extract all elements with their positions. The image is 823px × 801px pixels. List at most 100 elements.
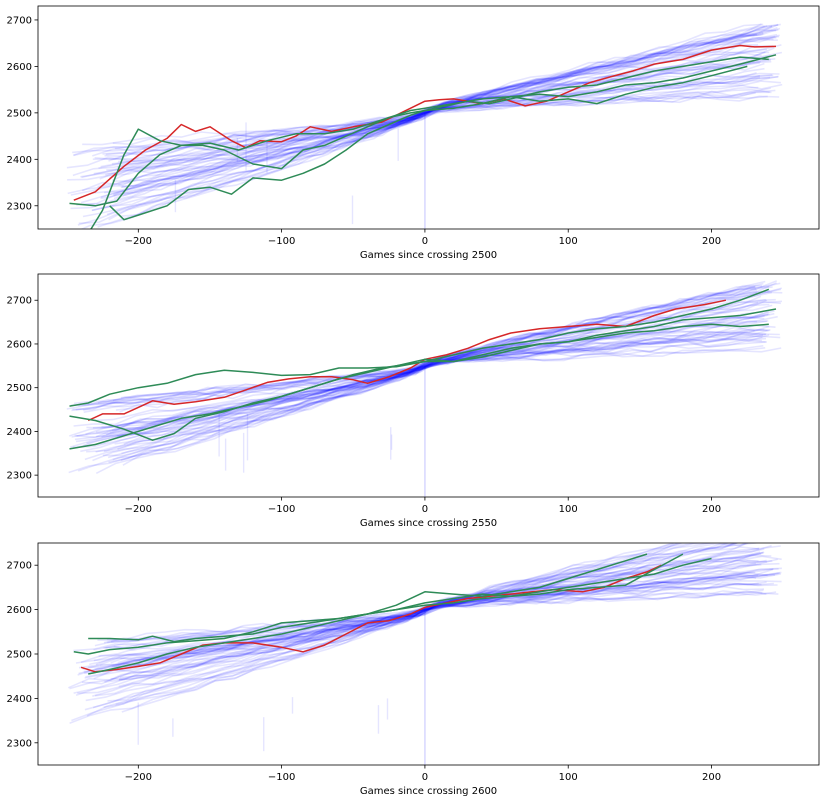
background-trajectory [111,80,781,165]
background-trajectory [94,572,779,647]
series-line-green-c [90,56,769,229]
background-trajectory [96,320,758,438]
background-trajectory [80,35,776,204]
y-tick-label: 2700 [7,296,32,307]
background-trajectory [117,581,767,664]
background-trajectory [85,544,772,678]
background-trajectory [77,543,715,694]
background-trajectory [82,72,757,146]
background-trajectory [70,25,773,210]
background-trajectory [83,282,764,411]
series-line-green-b [109,65,748,221]
background-trajectory [98,59,771,169]
background-trajectory [111,548,765,668]
background-trajectory [72,326,755,411]
background-trajectory [93,558,778,680]
x-tick-label: −100 [268,504,295,515]
subplot-2600: −200 −100 0 100 200 2300 2400 2500 2600 2700 Games… [7,542,820,797]
background-trajectory [118,551,761,681]
background-trajectory [97,574,776,642]
background-trajectory [112,29,777,183]
background-trajectory [73,543,676,652]
x-tick-label: −200 [125,504,152,515]
background-trajectory [83,547,760,673]
background-trajectory [73,51,762,156]
background-trajectory [75,291,758,411]
background-trajectory [67,33,758,195]
background-trajectory [108,56,771,221]
background-trajectory [104,23,764,194]
series-line-green-a [69,54,777,207]
x-tick-label: −100 [268,236,295,247]
y-tick-label: 2400 [7,155,32,166]
background-trajectory [80,345,764,453]
y-tick-label: 2300 [7,201,32,212]
background-trajectory [66,333,763,410]
x-tick-label: 100 [559,504,578,515]
background-trajectory [69,543,750,690]
background-trajectory [110,591,763,664]
y-tick-label: 2600 [7,339,32,350]
background-trajectory [120,575,757,668]
y-tick-label: 2500 [7,383,32,394]
plot-area [66,23,783,229]
background-trajectory [119,31,764,218]
series-line-green-b [69,308,777,441]
background-trajectory [120,340,766,399]
background-trajectory [105,25,768,176]
background-trajectory [88,563,762,669]
background-trajectory [106,25,773,216]
background-trajectory [118,95,768,186]
background-trajectory [108,76,779,179]
background-trajectory [80,75,779,229]
background-trajectory [115,582,778,705]
x-tick-label: −100 [268,772,295,783]
x-tick-label: 0 [422,236,428,247]
background-trajectory [77,338,762,472]
background-trajectory [101,341,767,428]
background-trajectory [67,572,781,689]
background-trajectory [121,320,769,455]
x-tick-label: −200 [125,236,152,247]
background-trajectory [86,316,765,429]
background-trajectory [71,567,782,722]
background-trajectory [100,568,774,667]
x-tick-label: 100 [559,236,578,247]
background-trajectory [111,560,773,643]
background-trajectory [72,86,759,154]
background-trajectory [122,332,764,466]
x-axis-label: Games since crossing 2500 [360,250,497,261]
background-trajectory [92,543,758,697]
background-trajectory [110,545,781,671]
background-trajectory [73,74,761,157]
background-trajectory [107,574,759,702]
x-tick-label: 100 [559,772,578,783]
background-trajectory [72,315,778,448]
background-trajectory [106,543,685,641]
x-tick-label: 200 [702,504,721,515]
background-trajectory [103,579,782,709]
background-trajectory [93,36,774,175]
background-trajectory [85,551,764,702]
background-trajectory [77,543,740,676]
background-trajectory [112,288,757,461]
background-trajectory [114,89,776,152]
series-line-green-c [88,553,684,675]
x-axis-label: Games since crossing 2600 [360,786,497,797]
background-trajectory [103,298,767,452]
series-line-green-c [69,323,769,450]
background-trajectory [74,333,780,439]
background-trajectory [78,334,770,407]
axes-frame [37,273,820,498]
background-trajectory [78,91,770,225]
background-trajectory [122,33,778,197]
y-tick-label: 2400 [7,694,32,705]
x-tick-label: 0 [422,504,428,515]
background-trajectory [113,36,777,200]
x-axis-label: Games since crossing 2550 [360,518,497,529]
x-tick-label: −200 [125,772,152,783]
subplot-2500: −200 −100 0 100 200 2300 2400 2500 2600 2700 Games… [7,5,820,261]
background-trajectory [70,291,783,406]
background-trajectory [69,289,758,437]
